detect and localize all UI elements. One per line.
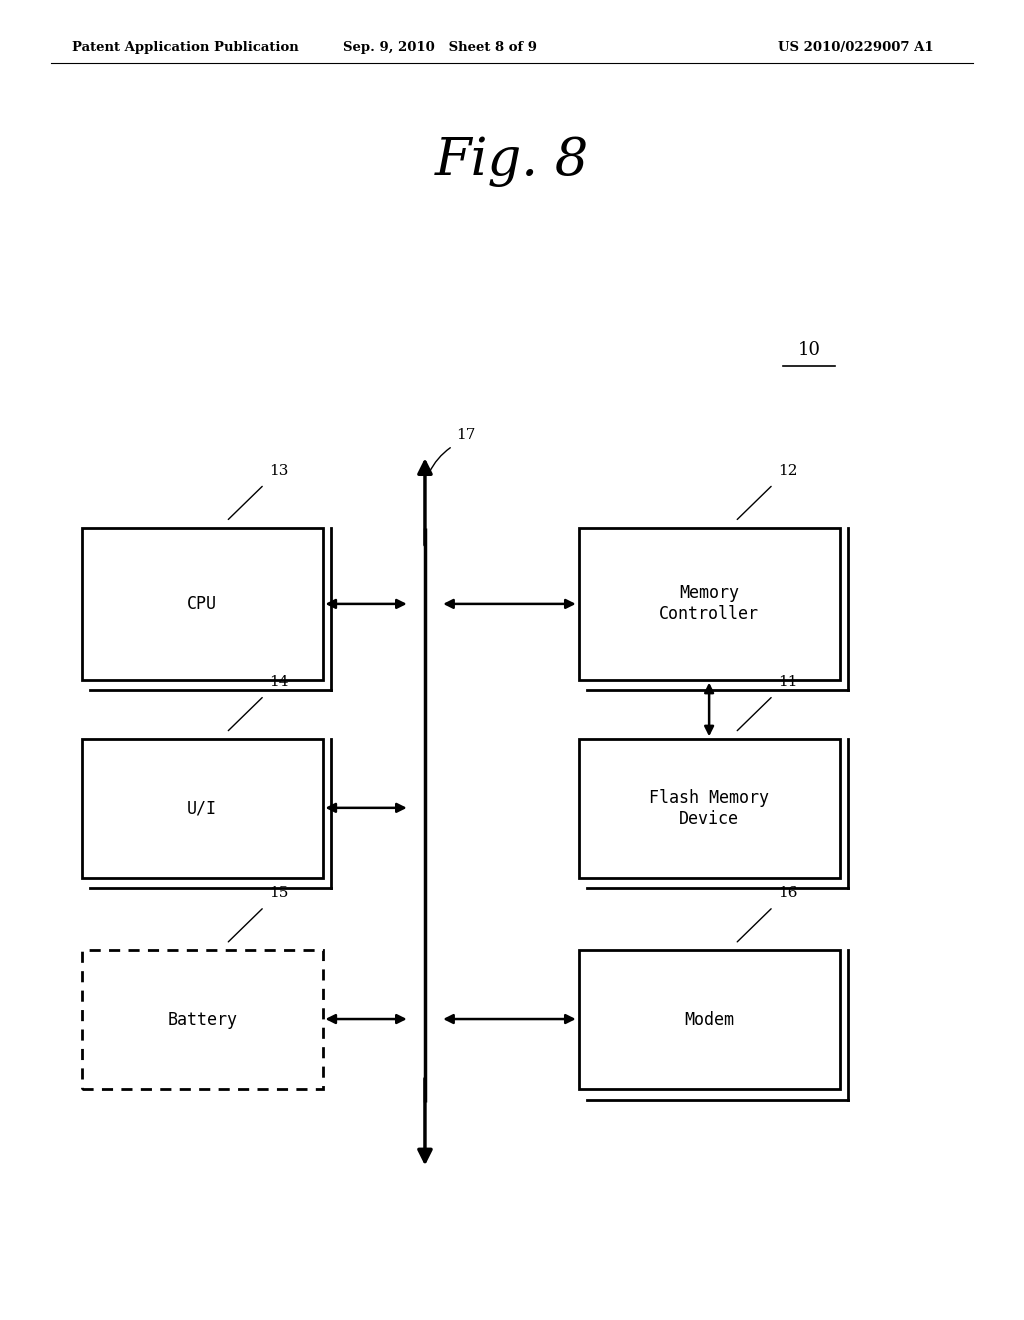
Text: Sep. 9, 2010   Sheet 8 of 9: Sep. 9, 2010 Sheet 8 of 9 [343, 41, 538, 54]
Text: Fig. 8: Fig. 8 [435, 136, 589, 186]
Text: 17: 17 [456, 428, 475, 442]
Bar [82, 950, 323, 1089]
Text: Memory
Controller: Memory Controller [659, 585, 759, 623]
Text: 12: 12 [778, 463, 798, 478]
Bar [579, 950, 840, 1089]
Text: 16: 16 [778, 886, 798, 900]
Text: 14: 14 [269, 675, 289, 689]
Bar [579, 739, 840, 878]
Bar [579, 528, 840, 680]
Bar [82, 528, 323, 680]
Text: 11: 11 [778, 675, 798, 689]
Text: 15: 15 [269, 886, 289, 900]
Text: CPU: CPU [187, 595, 217, 612]
Bar [82, 739, 323, 878]
Text: Modem: Modem [684, 1011, 734, 1028]
Text: 13: 13 [269, 463, 289, 478]
Text: Patent Application Publication: Patent Application Publication [72, 41, 298, 54]
Text: Battery: Battery [167, 1011, 238, 1028]
Text: US 2010/0229007 A1: US 2010/0229007 A1 [778, 41, 934, 54]
Text: Flash Memory
Device: Flash Memory Device [649, 789, 769, 828]
Text: U/I: U/I [187, 800, 217, 817]
Text: 10: 10 [798, 341, 820, 359]
